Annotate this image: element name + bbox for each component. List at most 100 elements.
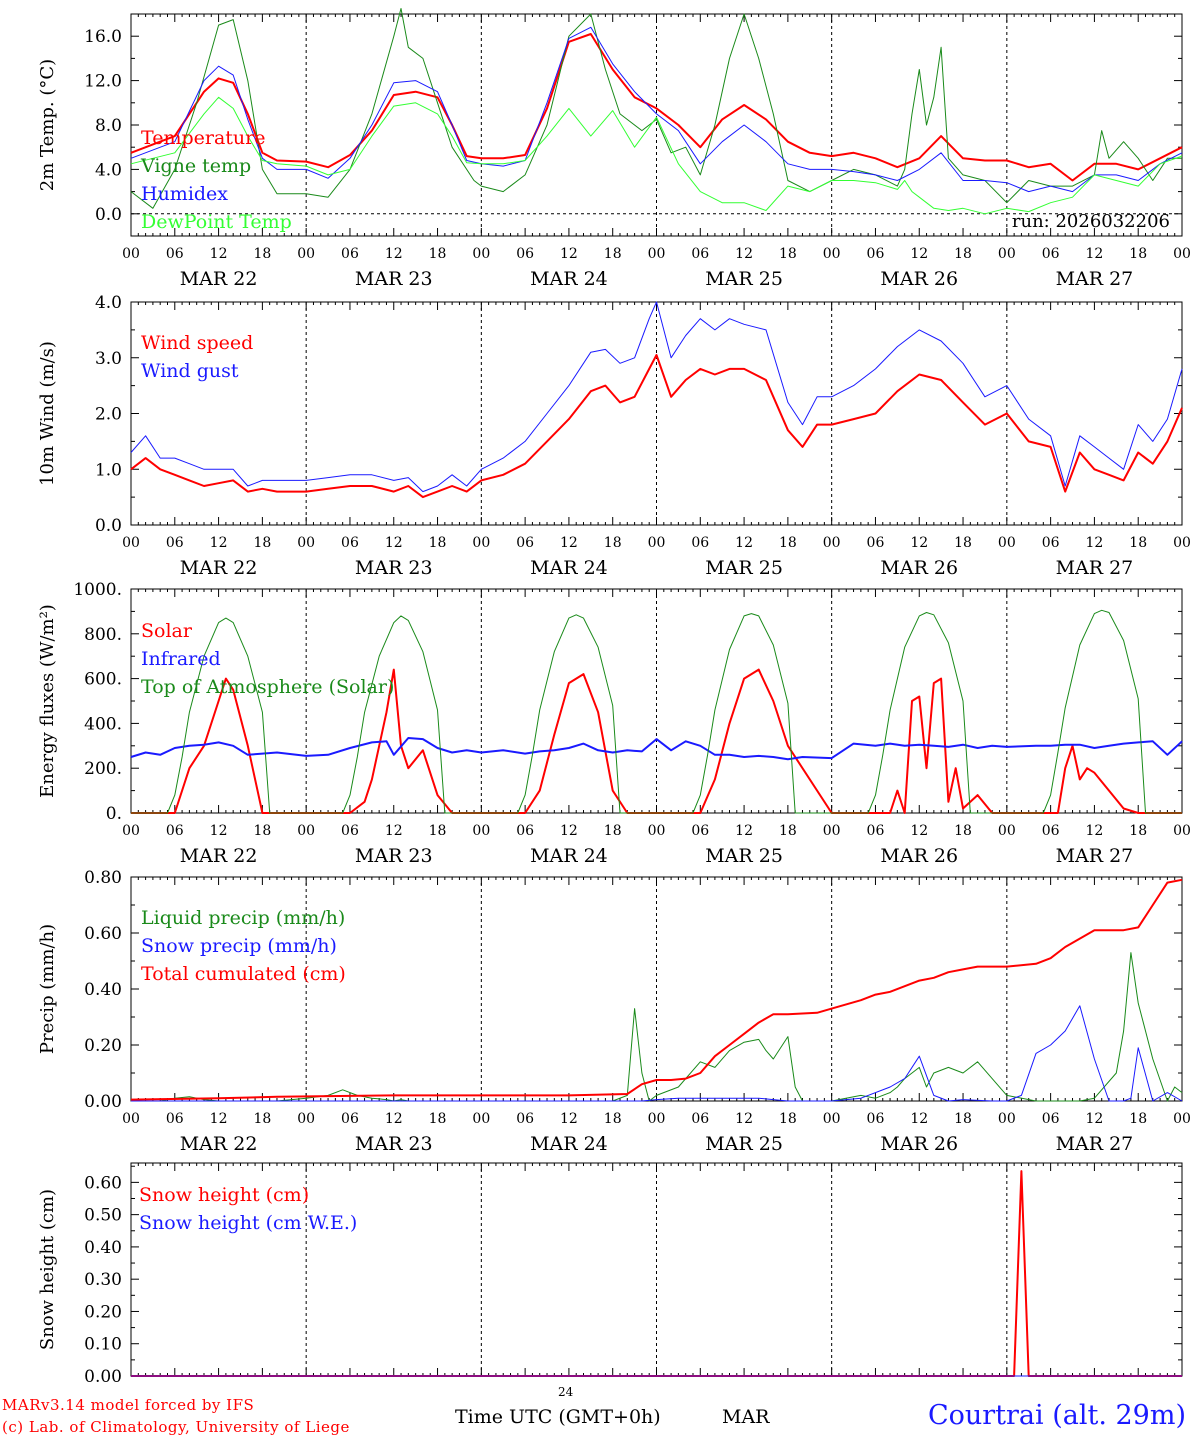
x-hour-label: 18 (253, 823, 271, 839)
x-hour-label: 06 (341, 246, 359, 262)
x-hour-label: 18 (779, 535, 797, 551)
series-line-vigne-temp (130, 8, 1182, 209)
model-credit-line: MARv3.14 model forced by IFS (2, 1396, 255, 1414)
panel-5: 0.00 0.10 0.20 0.30 0.40 0.50 0.60 Snow height … (37, 1162, 1183, 1387)
x-hour-label: 00 (998, 535, 1016, 551)
x-hour-label: 06 (166, 246, 184, 262)
x-hour-label: 06 (341, 823, 359, 839)
y-tick-label: 12.0 (84, 72, 122, 92)
y-tick-label: 0.10 (84, 1335, 122, 1355)
y-axis-label: 2m Temp. (°C) (37, 59, 58, 191)
x-day-label: MAR 25 (705, 845, 783, 867)
x-hour-label: 06 (867, 823, 885, 839)
x-hour-label: 12 (735, 1111, 753, 1127)
legend-entry: Vigne temp (140, 155, 251, 177)
y-tick-label: 0.20 (84, 1302, 122, 1322)
x-hour-label: 12 (385, 1111, 403, 1127)
y-tick-label: 0.50 (84, 1206, 122, 1226)
x-hour-label: 18 (1129, 535, 1147, 551)
x-hour-label: 18 (429, 535, 447, 551)
legend-entry: Wind speed (141, 332, 253, 354)
y-tick-label: 0.60 (84, 924, 122, 944)
series-line-dewpoint-temp (130, 96, 1183, 215)
x-hour-label: 06 (516, 246, 534, 262)
x-hour-label: 06 (867, 246, 885, 262)
x-day-label: MAR 27 (1056, 268, 1134, 290)
x-hour-label: 18 (429, 1111, 447, 1127)
x-hour-label: 00 (648, 535, 666, 551)
x-hour-label: 06 (1042, 1111, 1060, 1127)
x-hour-label: 00 (823, 1111, 841, 1127)
x-hour-label: 00 (1173, 246, 1191, 262)
x-day-label: MAR 27 (1056, 1133, 1134, 1155)
x-hour-label: 12 (910, 535, 928, 551)
series-line-infrared (130, 737, 1183, 761)
x-hour-label: 00 (122, 1111, 140, 1127)
y-axis-label-main: 10m Wind (37, 387, 58, 485)
y-axis-label-unit: (cm) (37, 1189, 58, 1230)
x-hour-label: 18 (1129, 823, 1147, 839)
legend-entry: Solar (141, 620, 193, 642)
legend-entry: Snow precip (mm/h) (141, 935, 337, 957)
series-line-total-cumulated-cm- (130, 878, 1183, 1101)
x-hour-label: 00 (297, 1111, 315, 1127)
y-tick-label: 0.0 (95, 205, 122, 225)
x-hour-label: 06 (166, 1111, 184, 1127)
x-hour-label: 18 (604, 823, 622, 839)
x-hour-label: 12 (735, 823, 753, 839)
x-day-label: MAR 26 (880, 1133, 958, 1155)
y-tick-label: 1000. (73, 580, 122, 600)
x-hour-label: 12 (560, 246, 578, 262)
series-line-snow-precip-mm-h- (131, 1005, 1183, 1102)
x-hour-label: 00 (998, 246, 1016, 262)
legend-entry: Wind gust (141, 360, 239, 382)
series-line-solar (131, 668, 1182, 814)
legend-entry: Liquid precip (mm/h) (141, 907, 345, 929)
x-hour-label: 18 (604, 1111, 622, 1127)
x-hour-label: 12 (210, 535, 228, 551)
y-tick-label: 1.0 (95, 460, 122, 480)
x-hour-label: 06 (341, 535, 359, 551)
legend-entry: Top of Atmosphere (Solar) (141, 676, 394, 698)
x-hour-label: 18 (954, 535, 972, 551)
y-tick-label: 16.0 (84, 27, 122, 47)
x-hour-label: 18 (253, 246, 271, 262)
x-day-label: MAR 23 (355, 845, 433, 867)
x-hour-label: 12 (560, 823, 578, 839)
panel-4: 0.00 0.20 0.40 0.60 0.80 Precip (mm/h) 00 06 12 1… (37, 868, 1191, 1155)
panel-3: 0. 200. 400. 600. 800. 1000. Energy fluxes (W/… (37, 580, 1191, 867)
station-name: Courtrai (alt. 29m) (927, 1400, 1186, 1431)
y-tick-label: 0.40 (84, 980, 122, 1000)
series-line-wind-gust (130, 301, 1183, 493)
y-tick-label: 400. (84, 714, 122, 734)
x-hour-label: 12 (910, 246, 928, 262)
x-hour-label: 12 (560, 1111, 578, 1127)
x-axis-day-label: 24 (558, 1385, 574, 1399)
x-hour-label: 12 (735, 535, 753, 551)
y-tick-label: 800. (84, 625, 122, 645)
x-day-label: MAR 22 (180, 845, 258, 867)
x-hour-label: 06 (516, 823, 534, 839)
x-hour-label: 06 (691, 1111, 709, 1127)
y-tick-label: 2.0 (95, 405, 122, 425)
legend-entry: DewPoint Temp (141, 211, 292, 233)
panel-2: 0.0 1.0 2.0 3.0 4.0 10m Wind (m/s) 00 06 12 18 00 0… (37, 293, 1191, 579)
run-annotation: run: 2026032206 (1012, 211, 1170, 232)
x-hour-label: 18 (429, 246, 447, 262)
x-hour-label: 06 (691, 246, 709, 262)
x-hour-label: 00 (122, 246, 140, 262)
x-hour-label: 12 (385, 246, 403, 262)
series-line-top-of-atmosphere-solar- (131, 609, 1182, 814)
x-hour-label: 18 (779, 823, 797, 839)
legend-entry: Total cumulated (cm) (141, 963, 346, 985)
x-hour-label: 12 (1086, 246, 1104, 262)
x-hour-label: 06 (867, 1111, 885, 1127)
x-day-label: MAR 24 (530, 1133, 608, 1155)
x-hour-label: 12 (1086, 535, 1104, 551)
y-axis-label-unit: (mm/h) (37, 924, 58, 990)
x-hour-label: 00 (823, 823, 841, 839)
x-hour-label: 06 (166, 535, 184, 551)
x-hour-label: 00 (648, 246, 666, 262)
lab-credit-line: (c) Lab. of Climatology, University of L… (2, 1418, 350, 1436)
x-hour-label: 12 (1086, 823, 1104, 839)
